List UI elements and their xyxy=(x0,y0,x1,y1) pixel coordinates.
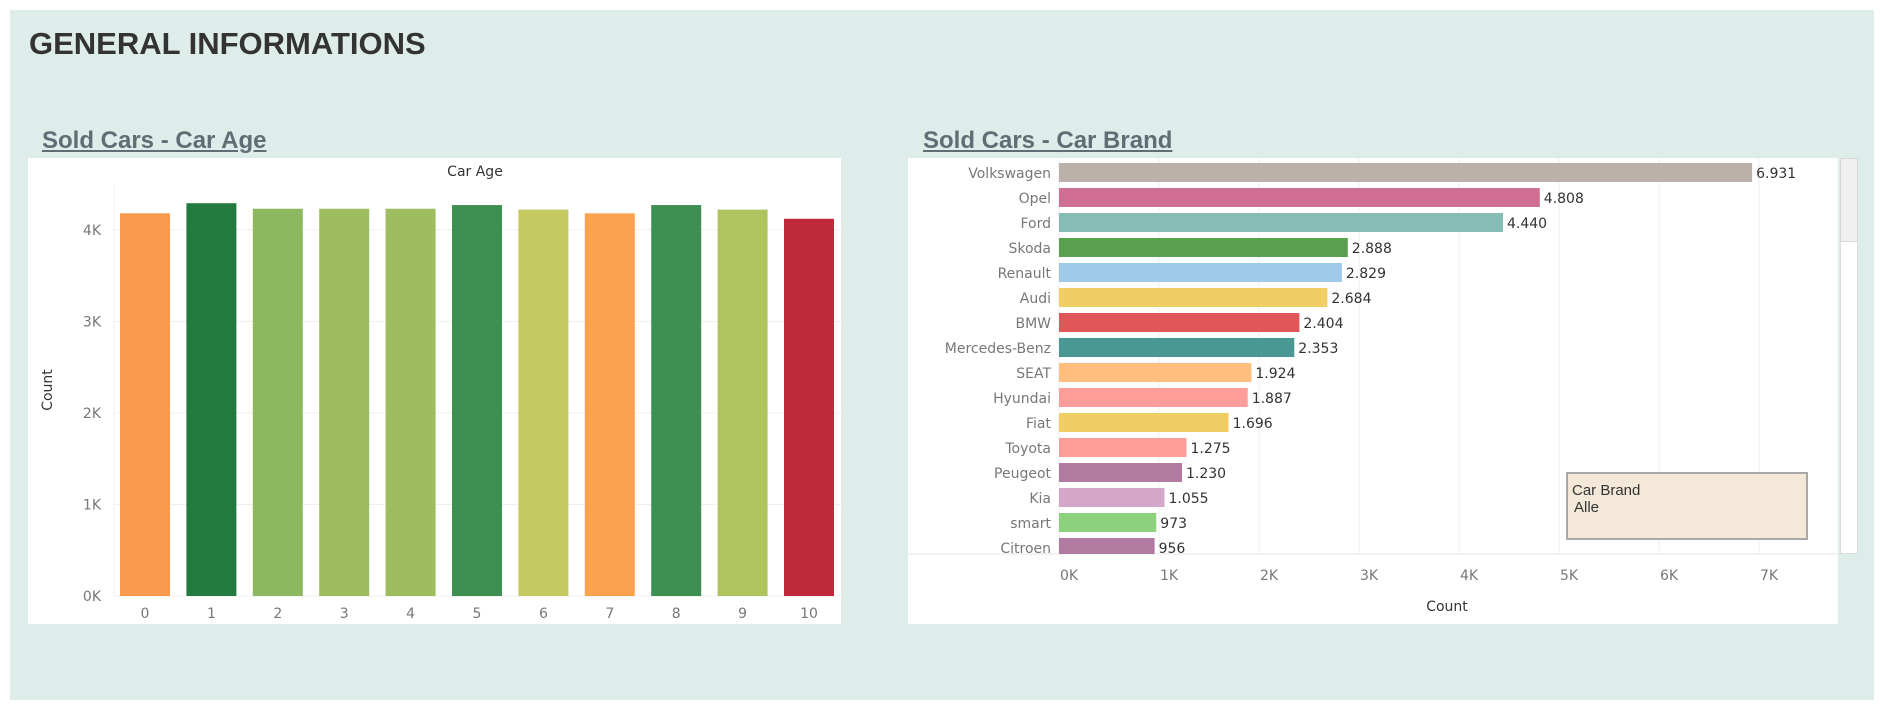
bar-brand-hyundai xyxy=(1059,388,1248,407)
y-tick-label: 1K xyxy=(83,497,102,513)
brand-bars: Volkswagen 6.931 Opel 4.808 Ford 4.440 Skoda 2.… xyxy=(945,163,1796,557)
bar-age-0 xyxy=(120,213,170,596)
bar-age-6 xyxy=(518,209,569,596)
y-tick-label: Skoda xyxy=(1008,241,1051,257)
bar-brand-fiat xyxy=(1059,413,1229,432)
bar-age-2 xyxy=(252,208,303,596)
bar-brand-seat xyxy=(1059,363,1252,382)
bar-age-3 xyxy=(319,208,370,596)
bar-age-9 xyxy=(717,209,768,596)
y-tick-label: smart xyxy=(1010,516,1051,532)
bar-brand-peugeot xyxy=(1059,463,1182,482)
bar-brand-renault xyxy=(1059,263,1342,282)
car-brand-chart[interactable]: 0K 1K 2K 3K 4K 5K 6K 7K Count Volkswagen 6.931 Opel… xyxy=(908,158,1838,624)
y-tick-label: Kia xyxy=(1029,491,1051,507)
bar-age-8 xyxy=(651,205,702,596)
x-tick-label: 9 xyxy=(738,606,747,622)
car-age-chart[interactable]: Car Age Count 0K 1K 2K 3K 4K 0 1 2 3 4 5 6 7 8 9 10 xyxy=(28,158,841,624)
y-tick-label: Opel xyxy=(1019,191,1051,207)
data-label: 1.055 xyxy=(1169,491,1209,507)
x-tick-label: 7K xyxy=(1760,568,1779,584)
x-tick-label: 6 xyxy=(539,606,548,622)
bar-age-4 xyxy=(385,208,436,596)
data-label: 6.931 xyxy=(1756,166,1796,182)
x-tick-label: 0K xyxy=(1060,568,1079,584)
y-tick-label: Fiat xyxy=(1026,416,1052,432)
y-tick-label: 3K xyxy=(83,314,102,330)
data-label: 1.924 xyxy=(1255,366,1295,382)
data-label: 2.404 xyxy=(1303,316,1343,332)
bar-brand-toyota xyxy=(1059,438,1187,457)
y-tick-label: Mercedes-Benz xyxy=(945,341,1051,357)
data-label: 4.440 xyxy=(1507,216,1547,232)
x-tick-label: 2 xyxy=(273,606,282,622)
data-label: 2.829 xyxy=(1346,266,1386,282)
y-tick-label: 2K xyxy=(83,406,102,422)
legend-value: Alle xyxy=(1574,499,1600,516)
data-label: 1.696 xyxy=(1233,416,1273,432)
bar-brand-citroen xyxy=(1059,538,1155,554)
x-tick-label: 2K xyxy=(1260,568,1279,584)
chart-title: Car Age xyxy=(447,164,503,180)
x-tick-label: 5K xyxy=(1560,568,1579,584)
data-label: 4.808 xyxy=(1544,191,1584,207)
y-tick-label: Peugeot xyxy=(994,466,1051,482)
y-tick-label: Renault xyxy=(998,266,1052,282)
car-brand-chart-svg: 0K 1K 2K 3K 4K 5K 6K 7K Count Volkswagen 6.931 Opel… xyxy=(908,158,1838,615)
car-age-panel-title[interactable]: Sold Cars - Car Age xyxy=(42,127,267,154)
x-tick-label: 4 xyxy=(406,606,415,622)
x-tick-label: 1 xyxy=(207,606,216,622)
bar-brand-mercedes-benz xyxy=(1059,338,1295,357)
y-tick-label: 0K xyxy=(83,589,102,605)
data-label: 1.230 xyxy=(1186,466,1226,482)
bar-brand-smart xyxy=(1059,513,1157,532)
x-tick-label: 8 xyxy=(672,606,681,622)
y-tick-label: Audi xyxy=(1020,291,1051,307)
y-axis-label: Count xyxy=(40,369,56,411)
data-label: 973 xyxy=(1160,516,1187,532)
y-tick-label: Ford xyxy=(1020,216,1051,232)
car-age-chart-svg: Car Age Count 0K 1K 2K 3K 4K 0 1 2 3 4 5 6 7 8 9 10 xyxy=(40,164,841,622)
x-tick-label: 7 xyxy=(605,606,614,622)
bar-brand-bmw xyxy=(1059,313,1300,332)
car-brand-panel-title[interactable]: Sold Cars - Car Brand xyxy=(923,127,1173,154)
x-tick-label: 3 xyxy=(340,606,349,622)
bar-age-1 xyxy=(186,203,237,596)
y-tick-label: BMW xyxy=(1015,316,1051,332)
y-tick-label: Hyundai xyxy=(993,391,1051,407)
x-tick-label: 6K xyxy=(1660,568,1679,584)
data-label: 1.275 xyxy=(1191,441,1231,457)
car-brand-filter-legend[interactable]: Car Brand Alle xyxy=(1566,472,1808,540)
bar-age-7 xyxy=(584,213,635,596)
x-tick-label: 0 xyxy=(141,606,150,622)
bar-age-10 xyxy=(784,218,834,596)
data-label: 1.887 xyxy=(1252,391,1292,407)
y-tick-label: Volkswagen xyxy=(968,166,1051,182)
y-tick-label: 4K xyxy=(83,223,102,239)
x-tick-label: 3K xyxy=(1360,568,1379,584)
x-tick-label: 5 xyxy=(473,606,482,622)
x-tick-label: 1K xyxy=(1160,568,1179,584)
page-title: GENERAL INFORMATIONS xyxy=(29,26,426,61)
data-label: 2.684 xyxy=(1331,291,1371,307)
x-tick-label: 10 xyxy=(800,606,818,622)
legend-title: Car Brand xyxy=(1572,482,1641,499)
bar-brand-kia xyxy=(1059,488,1165,507)
bar-brand-audi xyxy=(1059,288,1328,307)
y-tick-label: SEAT xyxy=(1016,366,1051,382)
bar-brand-opel xyxy=(1059,188,1540,207)
x-axis-label: Count xyxy=(1426,599,1468,615)
data-label: 2.353 xyxy=(1298,341,1338,357)
bar-brand-skoda xyxy=(1059,238,1348,257)
y-tick-label: Citroen xyxy=(1000,541,1051,557)
x-tick-label: 4K xyxy=(1460,568,1479,584)
bar-age-5 xyxy=(452,205,502,596)
brand-chart-scroll-thumb[interactable] xyxy=(1840,158,1858,242)
data-label: 2.888 xyxy=(1352,241,1392,257)
y-tick-label: Toyota xyxy=(1004,441,1051,457)
bar-brand-volkswagen xyxy=(1059,163,1753,182)
bar-brand-ford xyxy=(1059,213,1503,232)
data-label: 956 xyxy=(1159,541,1186,557)
